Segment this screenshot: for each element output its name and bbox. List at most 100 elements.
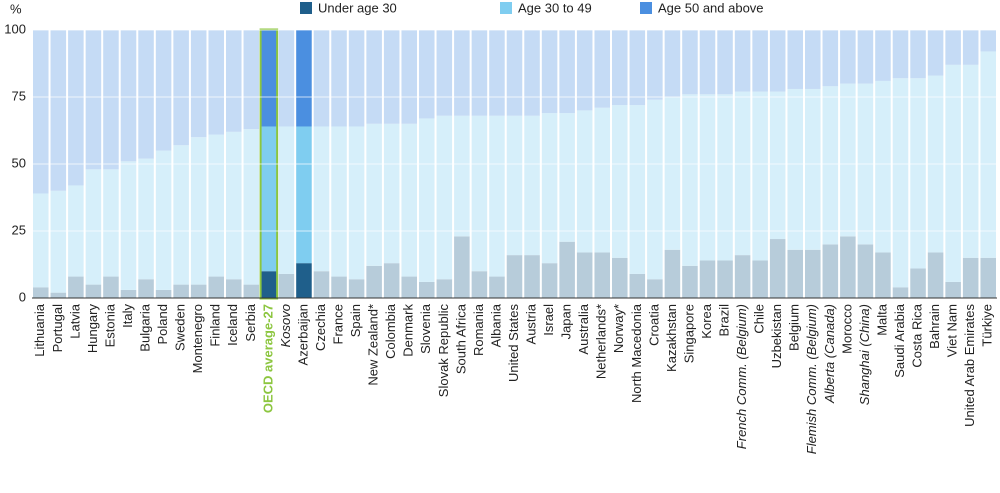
bar-segment <box>945 30 961 65</box>
bar-segment <box>840 83 856 237</box>
bar-segment <box>857 30 874 84</box>
bar-segment <box>436 30 453 116</box>
bar-segment <box>68 276 84 298</box>
bar-segment <box>471 115 488 272</box>
bar-segment <box>506 115 523 256</box>
x-tick-label: Romania <box>471 303 486 356</box>
y-tick-label: 25 <box>12 222 26 237</box>
bar-segment <box>699 94 716 261</box>
bar-segment <box>647 279 663 298</box>
bar-segment <box>980 257 996 298</box>
bar-segment <box>366 123 382 266</box>
x-tick-label: Flemish Comm. (Belgium) <box>804 304 819 454</box>
x-tick-label: Latvia <box>67 303 82 338</box>
bar-segment <box>980 51 996 258</box>
bar-segment <box>699 30 716 95</box>
x-tick-label: Kazakhstan <box>664 304 679 372</box>
bar-segment <box>664 97 681 250</box>
x-tick-label: Norway* <box>611 304 626 353</box>
bar-segment <box>752 30 768 92</box>
bar-segment <box>489 30 505 116</box>
bar-segment <box>33 30 49 194</box>
bar-segment <box>243 284 260 298</box>
bar-segment <box>576 110 593 253</box>
bar-segment <box>436 115 453 280</box>
bar-segment <box>524 255 540 298</box>
bar-segment <box>489 115 505 277</box>
bar-segment <box>927 252 944 298</box>
bar-segment <box>348 279 365 298</box>
x-tick-label: Austria <box>523 303 538 344</box>
x-tick-label: Lithuania <box>32 303 47 357</box>
legend-swatch <box>640 2 652 14</box>
x-tick-label: Portugal <box>50 304 65 353</box>
bar-segment <box>173 284 189 298</box>
bar-segment <box>226 30 242 132</box>
bar-segment <box>103 30 119 170</box>
bar-segment <box>717 30 733 95</box>
bar-segment <box>138 158 154 280</box>
y-axis-label: % <box>10 1 22 16</box>
bar-segment <box>120 30 137 162</box>
x-tick-label: Hungary <box>85 304 100 354</box>
x-tick-label: Singapore <box>681 304 696 363</box>
bar-segment <box>138 30 154 159</box>
x-tick-label: Azerbaijan <box>295 304 310 365</box>
bar-segment <box>787 88 803 250</box>
bar-segment <box>734 255 751 298</box>
x-tick-label: Finland <box>208 304 223 347</box>
legend-label: Age 50 and above <box>658 0 764 15</box>
bar-segment <box>419 281 435 298</box>
bar-segment <box>576 252 593 298</box>
bar-segment <box>629 30 646 106</box>
x-tick-label: Israel <box>541 304 556 336</box>
bar-segment <box>822 86 839 245</box>
bar-segment <box>50 30 67 191</box>
x-tick-label: Bahrain <box>927 304 942 349</box>
bar-segment <box>559 30 575 114</box>
bar-segment <box>682 30 698 95</box>
legend-swatch <box>500 2 512 14</box>
bar-segment <box>769 30 786 92</box>
bar-segment <box>927 30 944 76</box>
bar-segment <box>401 30 417 124</box>
y-tick-label: 100 <box>4 21 26 36</box>
bar-segment <box>945 64 961 282</box>
x-tick-label: Uzbekistan <box>769 304 784 368</box>
bar-segment <box>366 265 382 298</box>
x-tick-label: New Zealand* <box>366 304 381 386</box>
x-tick-label: Albania <box>488 303 503 347</box>
bar-segment <box>85 284 102 298</box>
bar-segment <box>313 126 330 272</box>
x-tick-label: Costa Rica <box>909 303 924 367</box>
x-tick-label: Poland <box>155 304 170 344</box>
x-tick-label: United States <box>506 304 521 383</box>
bar-segment <box>647 99 663 280</box>
bar-segment <box>401 123 417 277</box>
bar-segment <box>68 30 84 186</box>
x-tick-label: Denmark <box>401 304 416 357</box>
bar-segment <box>699 260 716 298</box>
x-tick-label: Colombia <box>383 303 398 359</box>
bar-segment <box>787 249 803 298</box>
bar-segment <box>822 30 839 87</box>
bar-segment <box>612 257 628 298</box>
y-tick-label: 0 <box>19 289 26 304</box>
bar-segment <box>875 252 891 298</box>
x-tick-label: Kosovo <box>278 304 293 347</box>
bar-segment <box>120 161 137 290</box>
x-tick-label: Brazil <box>716 304 731 337</box>
bar-segment <box>962 257 979 298</box>
bar-segment <box>471 30 488 116</box>
bar-segment <box>50 190 67 293</box>
bar-segment <box>752 260 768 298</box>
bar-segment <box>278 30 295 127</box>
x-tick-label: Malta <box>874 303 889 336</box>
bar-segment <box>541 30 558 114</box>
bar-segment <box>155 150 172 290</box>
bar-segment <box>980 30 996 52</box>
x-tick-label: Iceland <box>225 304 240 346</box>
bar-segment <box>348 126 365 280</box>
bar-segment <box>734 30 751 92</box>
